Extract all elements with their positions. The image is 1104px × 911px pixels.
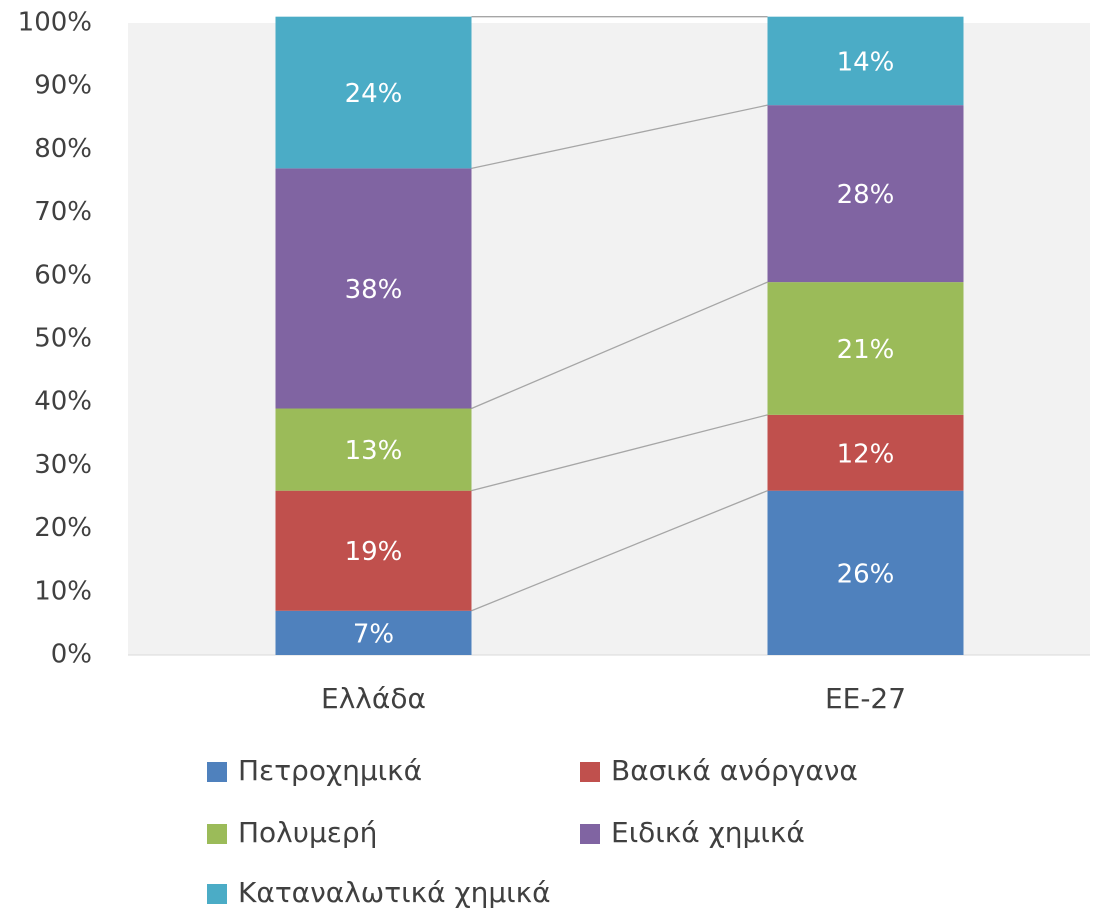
data-label: 12%: [837, 439, 895, 469]
bar-segment: [275, 168, 472, 409]
bar-segment: [275, 490, 472, 611]
legend-swatch: [207, 884, 227, 904]
data-label: 19%: [345, 537, 403, 567]
bar-segment: [767, 414, 964, 491]
y-tick-label: 70%: [34, 197, 92, 227]
data-label: 13%: [345, 436, 403, 466]
y-tick-label: 20%: [34, 513, 92, 543]
data-label: 26%: [837, 559, 895, 589]
legend-label: Καταναλωτικά χημικά: [238, 876, 551, 909]
legend-swatch: [580, 762, 600, 782]
legend-label: Πολυμερή: [238, 816, 377, 849]
data-label: 24%: [345, 79, 403, 109]
x-tick-label: ΕΕ-27: [825, 682, 906, 715]
y-tick-label: 50%: [34, 324, 92, 354]
data-label: 14%: [837, 47, 895, 77]
data-label: 7%: [353, 619, 394, 649]
bar-segment: [767, 490, 964, 655]
y-tick-label: 90%: [34, 71, 92, 101]
y-tick-label: 30%: [34, 450, 92, 480]
y-tick-label: 60%: [34, 260, 92, 290]
series-line: [471, 414, 768, 492]
y-tick-label: 10%: [34, 576, 92, 606]
bar-segment: [275, 408, 472, 491]
series-line: [471, 104, 768, 169]
y-tick-label: 0%: [51, 640, 92, 670]
y-tick-label: 80%: [34, 134, 92, 164]
series-line: [471, 281, 768, 410]
x-tick-label: Ελλάδα: [321, 682, 426, 715]
legend-label: Πετροχημικά: [238, 754, 422, 787]
data-label: 21%: [837, 335, 895, 365]
bar-segment: [275, 16, 472, 169]
data-label: 28%: [837, 180, 895, 210]
y-tick-label: 40%: [34, 387, 92, 417]
series-line: [471, 490, 768, 612]
bar-segment: [767, 282, 964, 415]
legend-label: Βασικά ανόργανα: [611, 754, 858, 787]
legend-swatch: [207, 824, 227, 844]
legend-swatch: [207, 762, 227, 782]
legend-label: Ειδικά χημικά: [611, 816, 805, 849]
bar-segment: [767, 105, 964, 283]
y-tick-label: 100%: [18, 8, 92, 38]
data-label: 38%: [345, 275, 403, 305]
bar-segment: [767, 16, 964, 106]
bar-segment: [275, 610, 472, 655]
legend-swatch: [580, 824, 600, 844]
